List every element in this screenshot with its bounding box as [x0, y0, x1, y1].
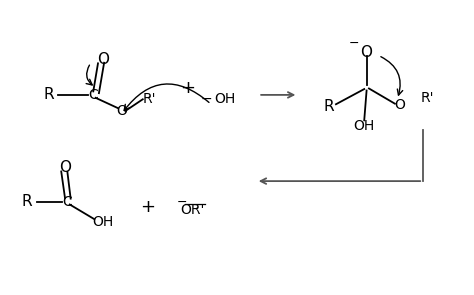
- Text: OH: OH: [215, 92, 236, 106]
- Text: +: +: [140, 199, 155, 217]
- Text: R: R: [324, 99, 334, 114]
- Text: C: C: [63, 195, 72, 209]
- Text: +: +: [180, 78, 195, 96]
- Text: −: −: [201, 91, 212, 105]
- Text: R: R: [22, 194, 33, 209]
- Text: R': R': [421, 91, 435, 105]
- Text: OR': OR': [180, 203, 204, 217]
- Text: R': R': [143, 92, 156, 106]
- Text: O: O: [59, 160, 71, 176]
- Text: O: O: [97, 52, 109, 67]
- Text: OH: OH: [354, 119, 375, 132]
- Text: −: −: [177, 196, 187, 209]
- Text: O: O: [394, 98, 405, 112]
- Text: O: O: [361, 45, 373, 60]
- Text: C: C: [89, 88, 98, 102]
- Text: OH: OH: [92, 215, 113, 229]
- Text: −: −: [348, 37, 359, 50]
- Text: O: O: [116, 104, 127, 118]
- Text: R: R: [43, 87, 54, 102]
